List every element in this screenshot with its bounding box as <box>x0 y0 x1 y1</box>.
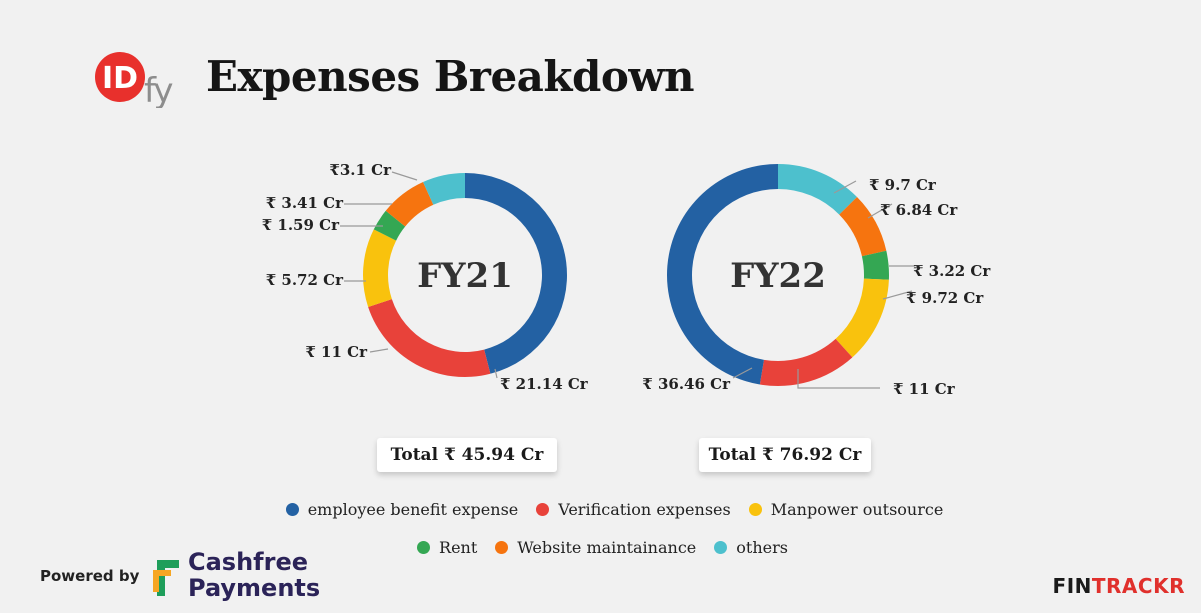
idfy-logo: ID fy <box>95 52 175 108</box>
slice-value-label: ₹ 3.22 Cr <box>913 262 991 280</box>
donut-slice <box>385 182 434 227</box>
legend-row-1: employee benefit expense Verification exp… <box>14 500 1201 519</box>
legend-swatch <box>748 503 762 516</box>
legend-item: others <box>714 538 788 557</box>
slice-value-label: ₹ 5.72 Cr <box>266 271 344 289</box>
svg-text:fy: fy <box>144 71 173 108</box>
legend-swatch <box>495 541 509 554</box>
legend-swatch <box>536 503 550 516</box>
donut-slice <box>839 197 887 257</box>
legend-label: Rent <box>439 538 478 557</box>
legend-item: employee benefit expense <box>285 500 519 519</box>
cashfree-wordmark: Cashfree Payments <box>188 549 320 601</box>
legend-swatch <box>417 541 431 554</box>
legend-item: Rent <box>417 538 477 557</box>
donut-center-label: FY21 <box>417 256 513 296</box>
leader-line <box>797 369 880 389</box>
donut-slice <box>835 278 889 358</box>
legend-item: Website maintainance <box>495 538 696 557</box>
slice-value-label: ₹ 36.46 Cr <box>642 375 731 393</box>
leader-line <box>494 368 498 379</box>
legend-label: Verification expenses <box>558 500 731 519</box>
page-title: Expenses Breakdown <box>206 52 695 101</box>
total-fy21-badge: Total ₹ 45.94 Cr <box>377 438 557 472</box>
donut-slice <box>759 338 853 387</box>
leader-line <box>391 171 418 181</box>
legend-item: Manpower outsource <box>748 500 944 519</box>
slice-value-label: ₹ 3.41 Cr <box>266 194 344 212</box>
donut-slice <box>368 299 491 377</box>
slice-value-label: ₹3.1 Cr <box>329 161 392 179</box>
slice-value-label: ₹ 11 Cr <box>893 380 956 398</box>
slice-value-label: ₹ 6.84 Cr <box>880 201 958 219</box>
legend-swatch <box>714 541 728 554</box>
legend-label: Website maintainance <box>517 538 697 557</box>
powered-by-text: Powered by <box>40 567 140 585</box>
legend-row-2: Rent Website maintainance others <box>2 538 1201 557</box>
legend-swatch <box>285 503 299 516</box>
cashfree-logo-icon <box>153 560 179 596</box>
leader-line <box>732 367 753 379</box>
total-fy22-badge: Total ₹ 76.92 Cr <box>699 438 871 472</box>
donut-slice <box>465 173 567 374</box>
legend-label: employee benefit expense <box>307 500 519 519</box>
donut-slice <box>778 164 858 215</box>
leader-line <box>867 203 893 219</box>
fintrackr-main: FIN <box>1052 574 1092 598</box>
donut-slice <box>363 229 397 307</box>
cashfree-line-1: Cashfree <box>188 548 309 576</box>
donut-slice <box>423 173 465 205</box>
slice-value-label: ₹ 21.14 Cr <box>500 375 589 393</box>
slice-value-label: ₹ 1.59 Cr <box>262 216 340 234</box>
donut-slice <box>666 164 778 385</box>
legend-label: Manpower outsource <box>770 500 944 519</box>
cashfree-line-2: Payments <box>188 574 321 602</box>
slice-value-label: ₹ 9.7 Cr <box>869 176 937 194</box>
leader-line <box>833 180 857 194</box>
donut-center-label: FY22 <box>730 256 826 296</box>
legend-label: others <box>736 538 788 557</box>
fintrackr-accent: TRACKR <box>1091 574 1185 598</box>
leader-line <box>882 290 913 300</box>
svg-text:ID: ID <box>102 61 138 96</box>
chart-fy21: ₹ 21.14 Cr ₹ 11 Cr ₹ 5.72 Cr ₹ 1.59 Cr ₹ 3.4… <box>262 161 589 393</box>
chart-fy22: ₹ 9.7 Cr ₹ 6.84 Cr ₹ 3.22 Cr ₹ 9.72 Cr ₹ 11 … <box>642 164 991 398</box>
leader-line <box>369 348 389 353</box>
slice-value-label: ₹ 11 Cr <box>305 343 368 361</box>
donut-slice <box>861 250 889 280</box>
legend-item: Verification expenses <box>536 500 731 519</box>
slice-value-label: ₹ 9.72 Cr <box>906 289 984 307</box>
donut-slice <box>373 210 406 241</box>
fintrackr-logo: FINTRACKR <box>1053 574 1185 598</box>
